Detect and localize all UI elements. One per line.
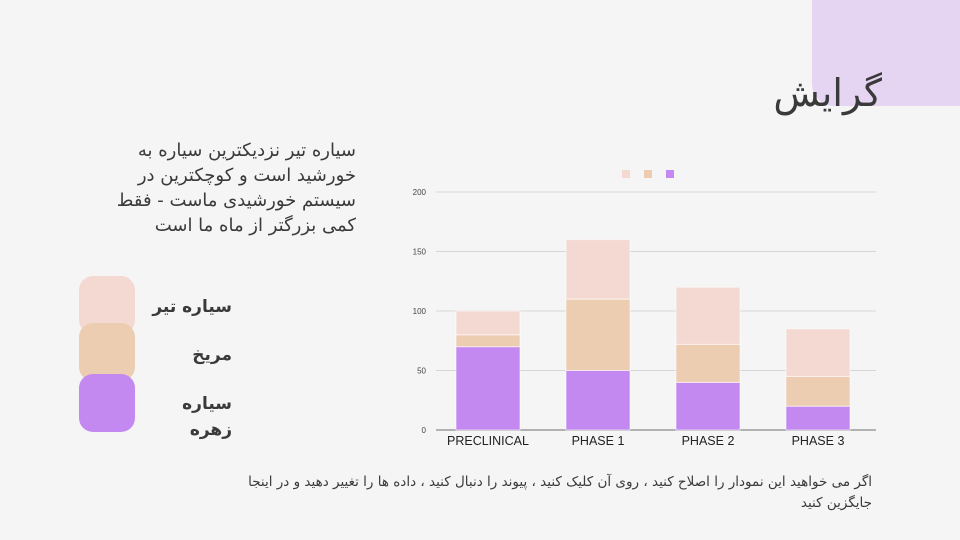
legend-label-venus: سیاره زهره: [182, 394, 232, 440]
bar-preclinical-segment-2: [455, 310, 521, 336]
y-tick-label-200: 200: [413, 188, 427, 197]
y-tick-label-100: 100: [413, 307, 427, 316]
x-tick-label-1: PHASE 1: [572, 434, 625, 448]
legend-swatch-mars: [79, 323, 135, 381]
bar-phase-2-segment-1: [675, 343, 741, 383]
corner-accent-block: [812, 0, 960, 106]
bar-phase-1-segment-1: [565, 298, 631, 372]
slide-description: سیاره تیر نزدیکترین سیاره به خورشید است …: [116, 140, 356, 236]
bar-phase-3-segment-0: [785, 405, 851, 431]
bar-phase-2-segment-2: [675, 286, 741, 345]
bar-preclinical-segment-0: [455, 346, 521, 431]
y-tick-label-50: 50: [417, 367, 426, 376]
chart-legend-swatch-2: [666, 170, 674, 178]
y-tick-label-0: 0: [422, 426, 427, 435]
chart-legend-swatch-0: [622, 170, 630, 178]
x-tick-label-3: PHASE 3: [792, 434, 845, 448]
bar-preclinical-segment-1: [455, 334, 521, 348]
bar-phase-3-segment-1: [785, 375, 851, 407]
legend-swatch-venus: [79, 374, 135, 432]
legend-label-mercury: سیاره تیر: [152, 297, 232, 317]
y-tick-label-150: 150: [413, 248, 427, 257]
slide-title: گرایش: [773, 71, 882, 116]
legend-label-mars: مریخ: [192, 345, 232, 365]
bar-phase-1-segment-2: [565, 239, 631, 300]
bar-phase-2-segment-0: [675, 381, 741, 431]
x-tick-label-2: PHASE 2: [682, 434, 735, 448]
x-tick-label-0: PRECLINICAL: [447, 434, 529, 448]
bar-phase-1-segment-0: [565, 370, 631, 431]
chart-edit-note: اگر می خواهید این نمودار را اصلاح کنید ،…: [248, 474, 872, 511]
bar-phase-3-segment-2: [785, 328, 851, 377]
stacked-bar-chart[interactable]: 0 50 100 150 200 PRECLINICAL PHASE 1 PHASE 2 PHA…: [400, 160, 880, 460]
chart-legend-swatch-1: [644, 170, 652, 178]
